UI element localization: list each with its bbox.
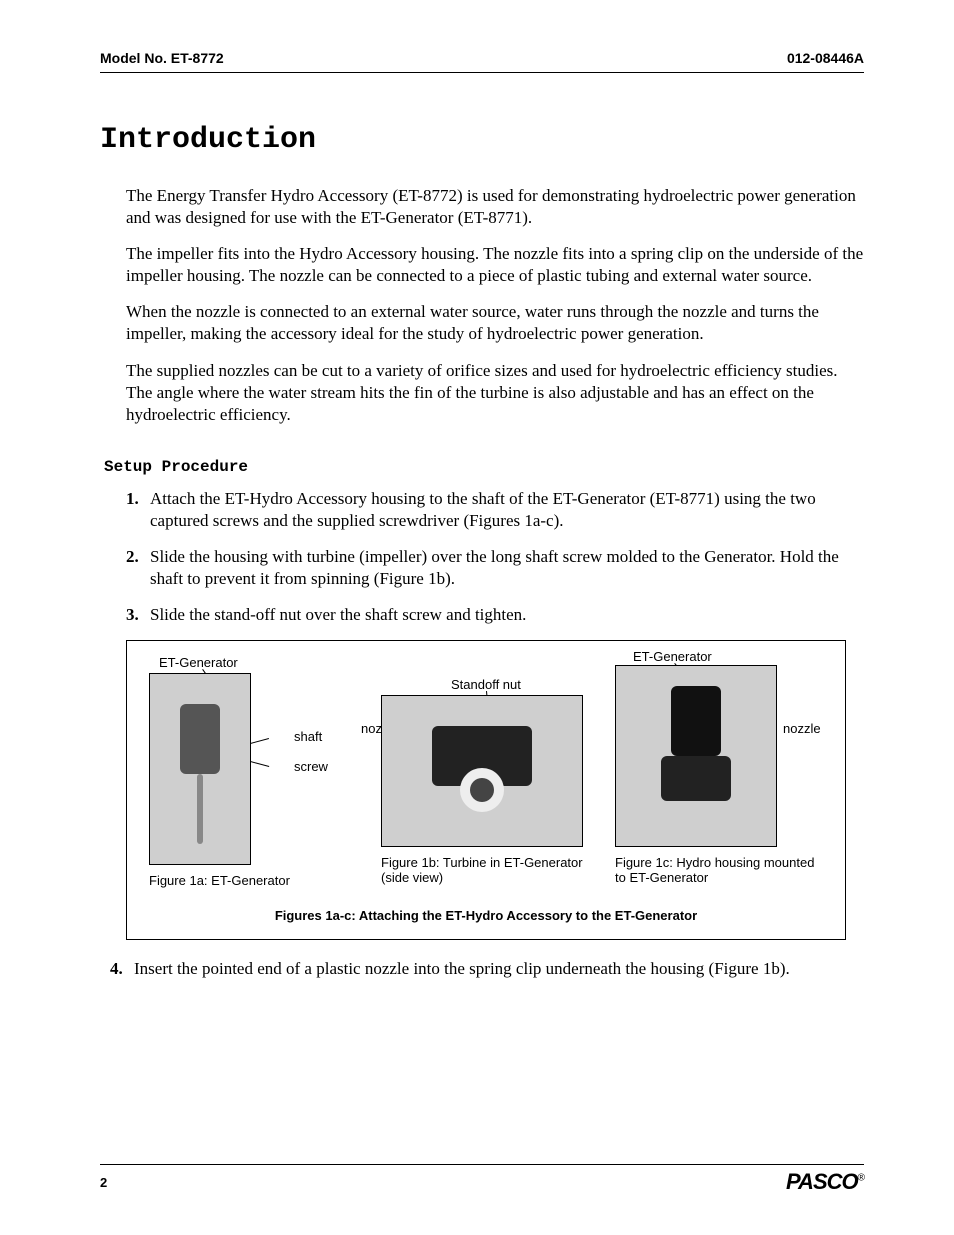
registered-mark: ®: [858, 1173, 864, 1184]
figure-main-caption: Figures 1a-c: Attaching the ET-Hydro Acc…: [149, 908, 823, 923]
header-model: Model No. ET-8772: [100, 50, 224, 66]
step-text: Attach the ET-Hydro Accessory housing to…: [150, 488, 864, 532]
step-text: Insert the pointed end of a plastic nozz…: [134, 958, 790, 980]
step-text: Slide the stand-off nut over the shaft s…: [150, 604, 526, 626]
label-et-generator-a: ET-Generator: [159, 655, 238, 670]
step-number: 1.: [126, 488, 150, 532]
step-number: 4.: [110, 958, 134, 980]
figure-1b-caption: Figure 1b: Turbine in ET-Generator (side…: [381, 855, 591, 885]
label-shaft: shaft: [294, 729, 322, 744]
step-number: 3.: [126, 604, 150, 626]
figure-1b-image: [381, 695, 583, 847]
label-nozzle-c: nozzle: [783, 721, 821, 736]
step-3: 3. Slide the stand-off nut over the shaf…: [100, 604, 864, 626]
step-number: 2.: [126, 546, 150, 590]
figure-1c-caption: Figure 1c: Hydro housing mounted to ET-G…: [615, 855, 823, 885]
figure-box: ET-Generator shaft screw Figure 1a: ET-G…: [126, 640, 846, 940]
intro-paragraph-2: The impeller fits into the Hydro Accesso…: [100, 243, 864, 287]
step-4: 4. Insert the pointed end of a plastic n…: [100, 958, 864, 980]
pasco-logo: PASCO®: [786, 1169, 864, 1195]
figure-row: ET-Generator shaft screw Figure 1a: ET-G…: [149, 655, 823, 888]
figure-1b: Standoff nut nozzle Turbine Figure 1b: T…: [361, 655, 601, 885]
figure-1a: ET-Generator shaft screw Figure 1a: ET-G…: [149, 655, 349, 888]
step-1: 1. Attach the ET-Hydro Accessory housing…: [100, 488, 864, 532]
step-text: Slide the housing with turbine (impeller…: [150, 546, 864, 590]
figure-1a-image: [149, 673, 251, 865]
figure-1c: ET-Generator nozzle Figure 1c: Hydro hou…: [613, 655, 823, 885]
intro-paragraph-1: The Energy Transfer Hydro Accessory (ET-…: [100, 185, 864, 229]
setup-heading: Setup Procedure: [100, 458, 864, 476]
page: Model No. ET-8772 012-08446A Introductio…: [0, 0, 954, 1235]
header-docnum: 012-08446A: [787, 50, 864, 66]
figure-1c-image: [615, 665, 777, 847]
section-title: Introduction: [100, 123, 864, 157]
page-header: Model No. ET-8772 012-08446A: [100, 50, 864, 73]
page-footer: 2 PASCO®: [100, 1164, 864, 1195]
page-number: 2: [100, 1175, 107, 1190]
figure-1a-caption: Figure 1a: ET-Generator: [149, 873, 349, 888]
label-et-generator-c: ET-Generator: [633, 649, 712, 664]
logo-text: PASCO: [786, 1169, 858, 1194]
label-screw: screw: [294, 759, 328, 774]
intro-paragraph-4: The supplied nozzles can be cut to a var…: [100, 360, 864, 426]
step-2: 2. Slide the housing with turbine (impel…: [100, 546, 864, 590]
intro-paragraph-3: When the nozzle is connected to an exter…: [100, 301, 864, 345]
